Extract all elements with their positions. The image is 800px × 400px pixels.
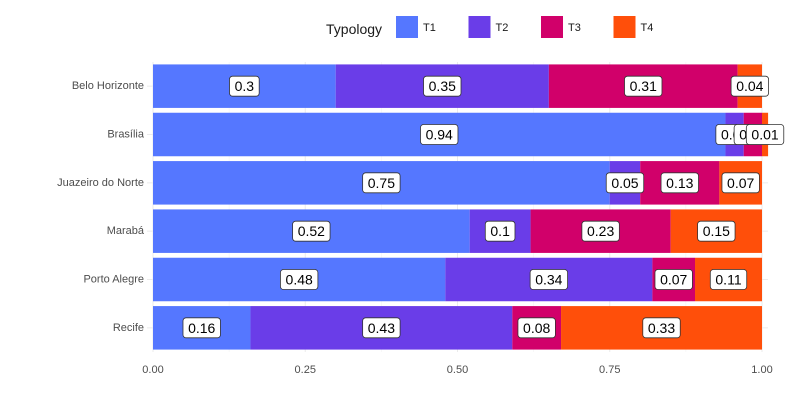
value-label-box — [745, 124, 785, 145]
value-label-text: 0.1 — [490, 223, 510, 239]
y-category-label: Recife — [113, 322, 144, 334]
value-label-box — [182, 317, 221, 339]
value-label: 0.11 — [709, 269, 748, 290]
y-category-label: Marabá — [107, 225, 145, 237]
value-label-text: 0.31 — [630, 78, 657, 94]
value-label-box — [721, 172, 760, 194]
value-label-box — [280, 269, 319, 290]
value-label: 0.15 — [697, 220, 736, 242]
y-category-label: Porto Alegre — [83, 274, 144, 286]
value-label-box — [229, 75, 260, 97]
value-label: 0.08 — [517, 317, 556, 339]
value-label: 0.94 — [420, 124, 459, 145]
value-label-box — [605, 172, 645, 194]
value-labels: 0.30.350.310.040.940.030.030.010.750.050… — [182, 75, 785, 339]
value-label-box — [624, 75, 663, 97]
value-label-box — [660, 172, 699, 194]
legend-key-t3 — [541, 16, 563, 38]
value-label-box — [529, 269, 568, 290]
value-label-box — [709, 269, 748, 290]
legend-key-t1 — [396, 16, 418, 38]
legend-label-t1: T1 — [423, 22, 436, 34]
value-label: 0.35 — [423, 75, 462, 97]
value-label-text: 0.11 — [715, 272, 741, 288]
value-label: 0.07 — [721, 172, 760, 194]
value-label: 0.43 — [362, 317, 401, 339]
value-label-text: 0.07 — [660, 272, 687, 288]
value-label-box — [420, 124, 459, 145]
value-label-text: 0.01 — [751, 127, 778, 143]
value-label-text: 0.05 — [611, 175, 638, 191]
value-label-box — [362, 172, 401, 194]
value-label-text: 0.48 — [286, 272, 313, 288]
y-category-label: Juazeiro do Norte — [57, 177, 144, 189]
value-label-text: 0.33 — [648, 320, 675, 336]
x-tick-label: 0.50 — [447, 364, 468, 376]
value-label: 0.07 — [654, 269, 693, 290]
legend-label-t2: T2 — [496, 22, 509, 34]
value-label-text: 0.23 — [587, 223, 614, 239]
value-label-box — [292, 220, 331, 242]
value-label-text: 0.94 — [426, 127, 453, 143]
value-label-text: 0.16 — [188, 320, 215, 336]
legend: Typology T1 T2 T3 T4 — [326, 16, 653, 38]
value-label-text: 0.35 — [429, 78, 456, 94]
value-label-box — [362, 317, 401, 339]
value-label: 0.3 — [229, 75, 260, 97]
value-label: 0.01 — [745, 124, 785, 145]
y-category-label: Belo Horizonte — [72, 80, 144, 92]
legend-key-t4 — [613, 16, 636, 38]
value-label: 0.1 — [484, 220, 516, 242]
value-label: 0.23 — [581, 220, 620, 242]
value-label: 0.33 — [642, 317, 681, 339]
value-label: 0.75 — [362, 172, 401, 194]
legend-title: Typology — [326, 21, 382, 37]
value-label-box — [581, 220, 620, 242]
value-label: 0.04 — [730, 75, 769, 97]
x-axis-tick-labels: 0.00 0.25 0.50 0.75 1.00 — [142, 364, 772, 376]
x-tick-label: 0.25 — [295, 364, 316, 376]
value-label: 0.48 — [280, 269, 319, 290]
bars — [153, 64, 769, 350]
x-tick-label: 1.00 — [751, 364, 772, 376]
value-label-text: 0.08 — [523, 320, 550, 336]
value-label-text: 0.04 — [736, 78, 763, 94]
legend-label-t3: T3 — [568, 22, 581, 34]
y-axis-category-labels: Belo Horizonte Brasília Juazeiro do Norte M… — [57, 80, 145, 334]
value-label-text: 0.3 — [235, 78, 255, 94]
value-label: 0.05 — [605, 172, 645, 194]
value-label-box — [423, 75, 462, 97]
value-label-box — [484, 220, 516, 242]
value-label: 0.31 — [624, 75, 663, 97]
y-category-label: Brasília — [107, 129, 145, 141]
legend-label-t4: T4 — [641, 22, 654, 34]
value-label: 0.13 — [660, 172, 699, 194]
value-label-box — [517, 317, 556, 339]
value-label-box — [654, 269, 693, 290]
value-label-text: 0.75 — [368, 175, 395, 191]
value-label-text: 0.13 — [666, 175, 693, 191]
value-label-box — [697, 220, 736, 242]
value-label-text: 0.34 — [535, 272, 562, 288]
x-tick-label: 0.75 — [599, 364, 620, 376]
x-tick-label: 0.00 — [142, 364, 163, 376]
value-label-text: 0.07 — [727, 175, 754, 191]
legend-key-t2 — [468, 16, 491, 38]
value-label-box — [642, 317, 681, 339]
value-label: 0.16 — [182, 317, 221, 339]
value-label-box — [730, 75, 769, 97]
value-label-text: 0.43 — [368, 320, 395, 336]
value-label: 0.52 — [292, 220, 331, 242]
value-label: 0.34 — [529, 269, 568, 290]
value-label-text: 0.52 — [298, 223, 325, 239]
value-label-text: 0.15 — [703, 223, 730, 239]
